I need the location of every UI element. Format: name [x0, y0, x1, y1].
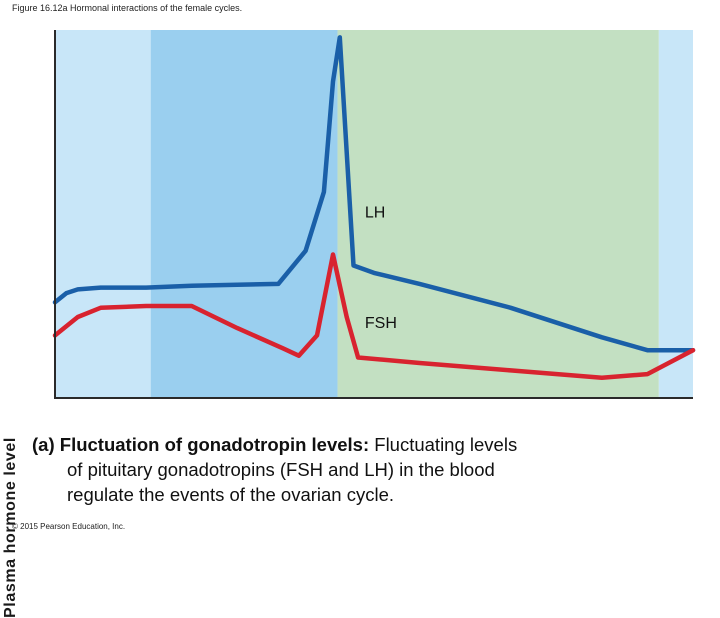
- caption-line-2: of pituitary gonadotropins (FSH and LH) …: [67, 459, 495, 480]
- chart-axes: [54, 30, 693, 399]
- caption-lead: Fluctuation of gonadotropin levels:: [59, 434, 370, 455]
- copyright-notice: © 2015 Pearson Education, Inc.: [12, 522, 126, 531]
- caption-line-3: regulate the events of the ovarian cycle…: [67, 484, 395, 505]
- lh-label: LH: [365, 205, 385, 222]
- lh-line: [52, 35, 696, 353]
- caption-tag: (a): [32, 434, 55, 455]
- phase-band-3: [337, 30, 659, 398]
- fsh-label: FSH: [365, 315, 397, 332]
- phase-band-1: [55, 30, 151, 398]
- y-axis-label: Plasma hormone level: [2, 437, 19, 618]
- series-lines: [52, 35, 696, 381]
- phase-bands: [55, 30, 693, 398]
- caption-line-1: (a) Fluctuation of gonadotropin levels: …: [32, 432, 712, 457]
- caption-line-1-rest: Fluctuating levels: [369, 434, 518, 455]
- phase-band-4: [658, 30, 693, 398]
- hormone-chart: LH FSH: [52, 30, 696, 399]
- figure-caption: (a) Fluctuation of gonadotropin levels: …: [32, 432, 712, 507]
- figure-title: Figure 16.12a Hormonal interactions of t…: [12, 3, 243, 13]
- fsh-line: [52, 252, 696, 381]
- phase-band-2: [150, 30, 338, 398]
- series-labels: LH FSH: [365, 205, 397, 332]
